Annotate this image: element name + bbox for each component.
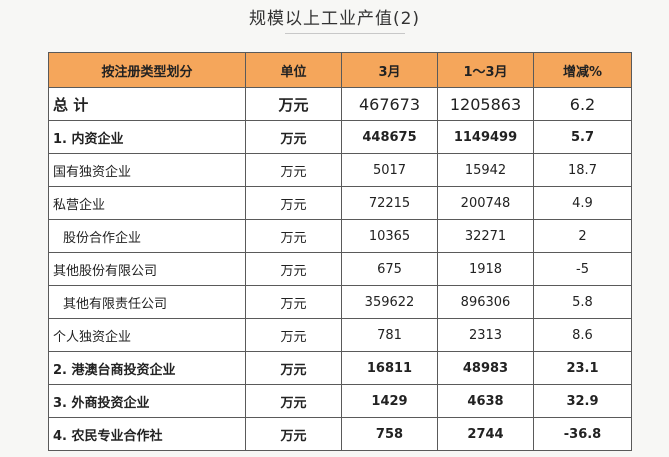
row-jan-mar-value: 200748 xyxy=(437,186,534,220)
header-change-percent: 增减% xyxy=(533,52,632,88)
row-change-percent: 2 xyxy=(533,219,632,253)
table-row: 1. 内资企业 万元 448675 1149499 5.7 xyxy=(48,120,632,154)
industrial-output-table: 按注册类型划分 单位 3月 1～3月 增减% 总 计万元 467673 120586… xyxy=(48,52,632,451)
table-row: 4. 农民专业合作社 万元 758 2744 -36.8 xyxy=(48,417,632,451)
row-change-percent: 5.8 xyxy=(533,285,632,319)
table-row: 国有独资企业 万元 5017 15942 18.7 xyxy=(48,153,632,187)
header-march: 3月 xyxy=(341,52,438,88)
row-march-value: 448675 xyxy=(341,120,438,154)
row-change-percent: 32.9 xyxy=(533,384,632,418)
title-underline xyxy=(285,33,405,34)
page-title: 规模以上工业产值(2) xyxy=(248,9,421,29)
table-row: 3. 外商投资企业 万元 1429 4638 32.9 xyxy=(48,384,632,418)
row-unit: 万元 xyxy=(245,252,342,286)
row-march-value: 467673 xyxy=(341,87,438,121)
row-jan-mar-value: 15942 xyxy=(437,153,534,187)
row-jan-mar-value: 2744 xyxy=(437,417,534,451)
row-change-percent: -36.8 xyxy=(533,417,632,451)
row-unit: 万元 xyxy=(245,417,342,451)
row-unit: 万元 xyxy=(245,384,342,418)
row-unit: 万元 xyxy=(245,186,342,220)
row-change-percent: -5 xyxy=(533,252,632,286)
row-change-percent: 6.2 xyxy=(533,87,632,121)
row-category-name: 1. 内资企业 xyxy=(48,120,246,154)
row-category-name: 其他股份有限公司 xyxy=(48,252,246,286)
row-jan-mar-value: 1205863 xyxy=(437,87,534,121)
table-row: 总 计万元 467673 1205863 6.2 xyxy=(48,87,632,121)
row-unit: 万元 xyxy=(245,87,342,121)
table-body: 总 计万元 467673 1205863 6.2 1. 内资企业 万元 448675 1149… xyxy=(48,87,632,451)
row-change-percent: 4.9 xyxy=(533,186,632,220)
row-jan-mar-value: 1149499 xyxy=(437,120,534,154)
table-row: 个人独资企业 万元 781 2313 8.6 xyxy=(48,318,632,352)
table-row: 股份合作企业 万元 10365 32271 2 xyxy=(48,219,632,253)
row-unit: 万元 xyxy=(245,351,342,385)
header-jan-mar: 1～3月 xyxy=(437,52,534,88)
header-registration-type: 按注册类型划分 xyxy=(48,52,246,88)
table-row: 其他有限责任公司 万元 359622 896306 5.8 xyxy=(48,285,632,319)
row-category-name: 国有独资企业 xyxy=(48,153,246,187)
row-unit: 万元 xyxy=(245,285,342,319)
row-change-percent: 23.1 xyxy=(533,351,632,385)
table-row: 其他股份有限公司 万元 675 1918 -5 xyxy=(48,252,632,286)
row-march-value: 16811 xyxy=(341,351,438,385)
row-category-name: 2. 港澳台商投资企业 xyxy=(48,351,246,385)
row-jan-mar-value: 1918 xyxy=(437,252,534,286)
row-march-value: 359622 xyxy=(341,285,438,319)
row-march-value: 675 xyxy=(341,252,438,286)
row-category-name: 3. 外商投资企业 xyxy=(48,384,246,418)
row-unit: 万元 xyxy=(245,219,342,253)
row-change-percent: 8.6 xyxy=(533,318,632,352)
table-row: 2. 港澳台商投资企业 万元 16811 48983 23.1 xyxy=(48,351,632,385)
row-jan-mar-value: 48983 xyxy=(437,351,534,385)
row-category-name: 个人独资企业 xyxy=(48,318,246,352)
row-unit: 万元 xyxy=(245,318,342,352)
row-march-value: 758 xyxy=(341,417,438,451)
row-category-name: 股份合作企业 xyxy=(48,219,246,253)
header-unit: 单位 xyxy=(245,52,342,88)
row-jan-mar-value: 896306 xyxy=(437,285,534,319)
table-row: 私营企业 万元 72215 200748 4.9 xyxy=(48,186,632,220)
row-jan-mar-value: 32271 xyxy=(437,219,534,253)
row-march-value: 5017 xyxy=(341,153,438,187)
row-jan-mar-value: 2313 xyxy=(437,318,534,352)
row-category-name: 私营企业 xyxy=(48,186,246,220)
row-unit: 万元 xyxy=(245,120,342,154)
row-change-percent: 5.7 xyxy=(533,120,632,154)
row-march-value: 72215 xyxy=(341,186,438,220)
row-unit: 万元 xyxy=(245,153,342,187)
row-march-value: 1429 xyxy=(341,384,438,418)
row-march-value: 10365 xyxy=(341,219,438,253)
table-header-row: 按注册类型划分 单位 3月 1～3月 增减% xyxy=(48,52,632,88)
row-jan-mar-value: 4638 xyxy=(437,384,534,418)
row-change-percent: 18.7 xyxy=(533,153,632,187)
row-march-value: 781 xyxy=(341,318,438,352)
row-category-name: 总 计 xyxy=(48,87,246,121)
row-category-name: 4. 农民专业合作社 xyxy=(48,417,246,451)
row-category-name: 其他有限责任公司 xyxy=(48,285,246,319)
